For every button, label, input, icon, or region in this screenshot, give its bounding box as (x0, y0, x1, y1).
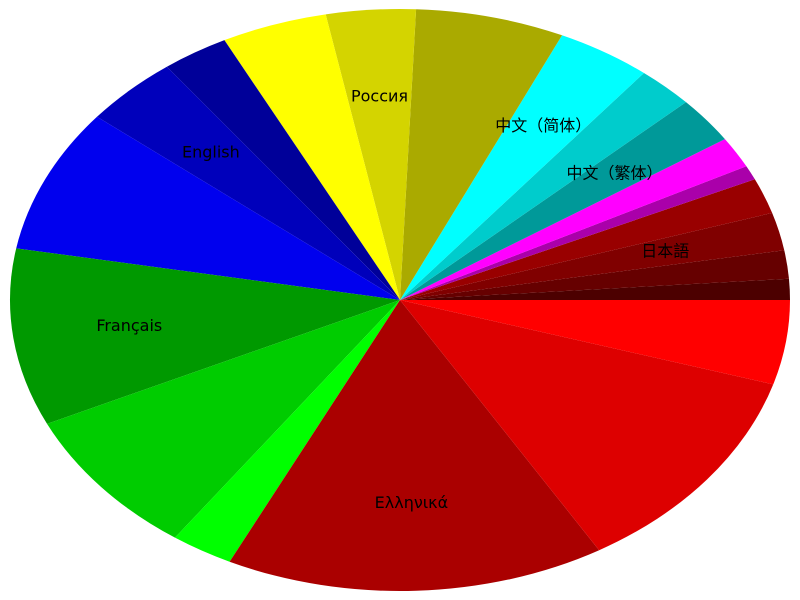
pie-slice (400, 72, 686, 301)
slice-label: 中文（简体） (495, 116, 591, 135)
pie-slice (400, 278, 790, 300)
slice-label: Français (96, 316, 162, 335)
pie-slice (224, 14, 400, 301)
pie-slice (400, 300, 790, 385)
pie-slice (400, 212, 785, 300)
pie-slice (229, 300, 600, 592)
pie-slice (400, 250, 789, 300)
pie-slice (400, 166, 755, 300)
pie-slices (10, 9, 790, 592)
pie-slice (400, 300, 774, 551)
pie-slice (400, 35, 644, 301)
slice-label: 中文（繁体） (566, 164, 662, 183)
pie-slice (325, 9, 417, 300)
slice-label: 日本語 (641, 242, 689, 261)
pie-labels: 日本語 中文（繁体） 中文（简体） Россия English Français Ελλη… (96, 86, 689, 512)
pie-slice (16, 116, 400, 301)
pie-slice (400, 139, 747, 300)
pie-slice (174, 300, 400, 562)
pie-slice (97, 66, 400, 301)
slice-label: Россия (351, 86, 408, 105)
pie-slice (400, 9, 563, 300)
slice-label: English (182, 143, 240, 162)
slice-label: Ελληνικά (375, 493, 449, 512)
pie-slice (400, 102, 725, 301)
pie-slice (400, 179, 773, 300)
pie-slice (166, 40, 400, 301)
pie-slice (10, 248, 400, 424)
pie-slice (47, 300, 401, 538)
